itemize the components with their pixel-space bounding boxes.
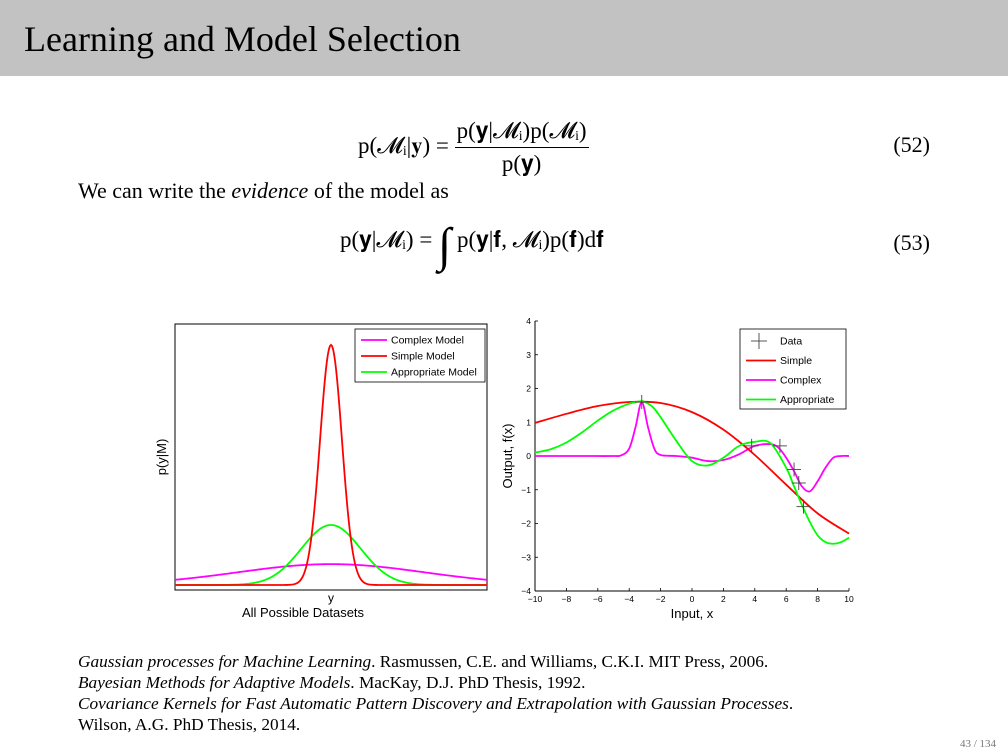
x-tick-label: 0: [690, 594, 695, 604]
equation-53-integrand: p(𝐲|𝐟, 𝓜ᵢ)p(𝐟)d𝐟: [456, 227, 605, 252]
x-tick-label: −8: [562, 594, 572, 604]
reference-3-details: .: [788, 694, 794, 713]
legend: Data Simple Complex Appropriate: [739, 328, 847, 410]
reference-3: Covariance Kernels for Fast Automatic Pa…: [78, 693, 793, 714]
legend-label-complex: Complex: [780, 375, 822, 387]
equation-53-lhs: p(𝐲|𝓜ᵢ) =: [340, 227, 433, 252]
reference-2: Bayesian Methods for Adaptive Models. Ma…: [78, 672, 793, 693]
equation-53: p(𝐲|𝓜ᵢ) = ∫ p(𝐲|𝐟, 𝓜ᵢ)p(𝐟)d𝐟: [340, 222, 604, 270]
references: Gaussian processes for Machine Learning.…: [78, 651, 793, 735]
data-point: [634, 395, 649, 409]
reference-4: Wilson, A.G. PhD Thesis, 2014.: [78, 714, 793, 735]
y-tick-label: 4: [526, 316, 531, 326]
reference-1-details: . Rasmussen, C.E. and Williams, C.K.I. M…: [371, 652, 769, 671]
y-axis-label: p(y|M): [154, 439, 169, 476]
x-axis-label: Input, x: [671, 606, 714, 621]
body-text-pre: We can write the: [78, 178, 232, 203]
x-tick-label: 4: [752, 594, 757, 604]
series-complex-model: [174, 563, 488, 581]
legend-label-data: Data: [780, 336, 802, 348]
x-tick-label: 8: [815, 594, 820, 604]
reference-4-details: Wilson, A.G. PhD Thesis, 2014.: [78, 715, 301, 734]
gp-fit-chart: −10 −8 −6 −4 −2 0 2 4 6 8 10−4−3−2−101234DataSimpl…: [500, 316, 854, 621]
data-point: [787, 462, 802, 477]
legend-label-simple-model: Simple Model: [391, 351, 455, 363]
y-tick-label: −2: [521, 519, 531, 529]
series-complex: [534, 401, 850, 493]
reference-3-title: Covariance Kernels for Fast Automatic Pa…: [78, 694, 789, 713]
x-tick-label: 10: [844, 594, 854, 604]
y-tick-label: −3: [521, 552, 531, 562]
y-tick-label: 2: [526, 384, 531, 394]
equation-52: p(𝓜ᵢ|𝐲) = p(𝐲|𝓜ᵢ)p(𝓜ᵢ) p(𝐲): [358, 118, 589, 177]
x-tick-label: −4: [624, 594, 634, 604]
series-simple-model: [175, 343, 487, 586]
reference-1: Gaussian processes for Machine Learning.…: [78, 651, 793, 672]
body-text-emphasis: evidence: [231, 178, 309, 203]
legend-label-appropriate-model: Appropriate Model: [391, 367, 477, 379]
reference-2-details: . MacKay, D.J. PhD Thesis, 1992.: [350, 673, 586, 692]
legend: Complex Model Simple Model Appropriate Mod…: [354, 328, 486, 383]
data-point: [772, 438, 787, 453]
title-bar: Learning and Model Selection: [0, 0, 1008, 76]
x-tick-label: −10: [528, 594, 543, 604]
equation-52-lhs: p(𝓜ᵢ|𝐲) =: [358, 132, 449, 158]
slide-title: Learning and Model Selection: [24, 19, 461, 59]
x-tick-label: −6: [593, 594, 603, 604]
reference-1-title: Gaussian processes for Machine Learning: [78, 652, 372, 671]
evidence-chart: Complex Model Simple Model Appropriate Mod…: [154, 323, 488, 620]
equation-52-denominator: p(𝐲): [501, 151, 542, 176]
equation-53-number: (53): [893, 230, 930, 255]
page-number: 43 / 134: [959, 738, 996, 750]
series-simple: [534, 400, 850, 535]
y-axis-label: Output, f(x): [500, 423, 515, 488]
y-tick-label: 0: [526, 451, 531, 461]
x-tick-label: 6: [784, 594, 789, 604]
reference-2-title: Bayesian Methods for Adaptive Models: [78, 673, 351, 692]
series-appropriate: [534, 400, 850, 545]
x-tick-label: 2: [721, 594, 726, 604]
integral-sign: ∫: [438, 219, 452, 272]
data-point: [744, 438, 759, 453]
legend-label-simple: Simple: [780, 355, 812, 367]
y-tick-label: 3: [526, 350, 531, 360]
equation-52-number: (52): [893, 132, 930, 157]
y-tick-label: −4: [521, 586, 531, 596]
body-text: We can write the evidence of the model a…: [78, 178, 449, 204]
y-tick-label: −1: [521, 485, 531, 495]
data-point: [791, 476, 806, 490]
x-tick-label: −2: [656, 594, 666, 604]
x-axis-label: y: [328, 591, 334, 605]
legend-label-appropriate: Appropriate: [780, 394, 834, 406]
equation-52-numerator: p(𝐲|𝓜ᵢ)p(𝓜ᵢ): [454, 118, 589, 148]
y-tick-label: 1: [526, 417, 531, 427]
legend-label-complex-model: Complex Model: [391, 335, 464, 347]
data-point: [796, 499, 811, 514]
body-text-post: of the model as: [308, 178, 449, 203]
x-axis-sublabel: All Possible Datasets: [242, 605, 365, 620]
legend-box: [739, 328, 847, 410]
equation-52-fraction: p(𝐲|𝓜ᵢ)p(𝓜ᵢ) p(𝐲): [454, 118, 589, 177]
